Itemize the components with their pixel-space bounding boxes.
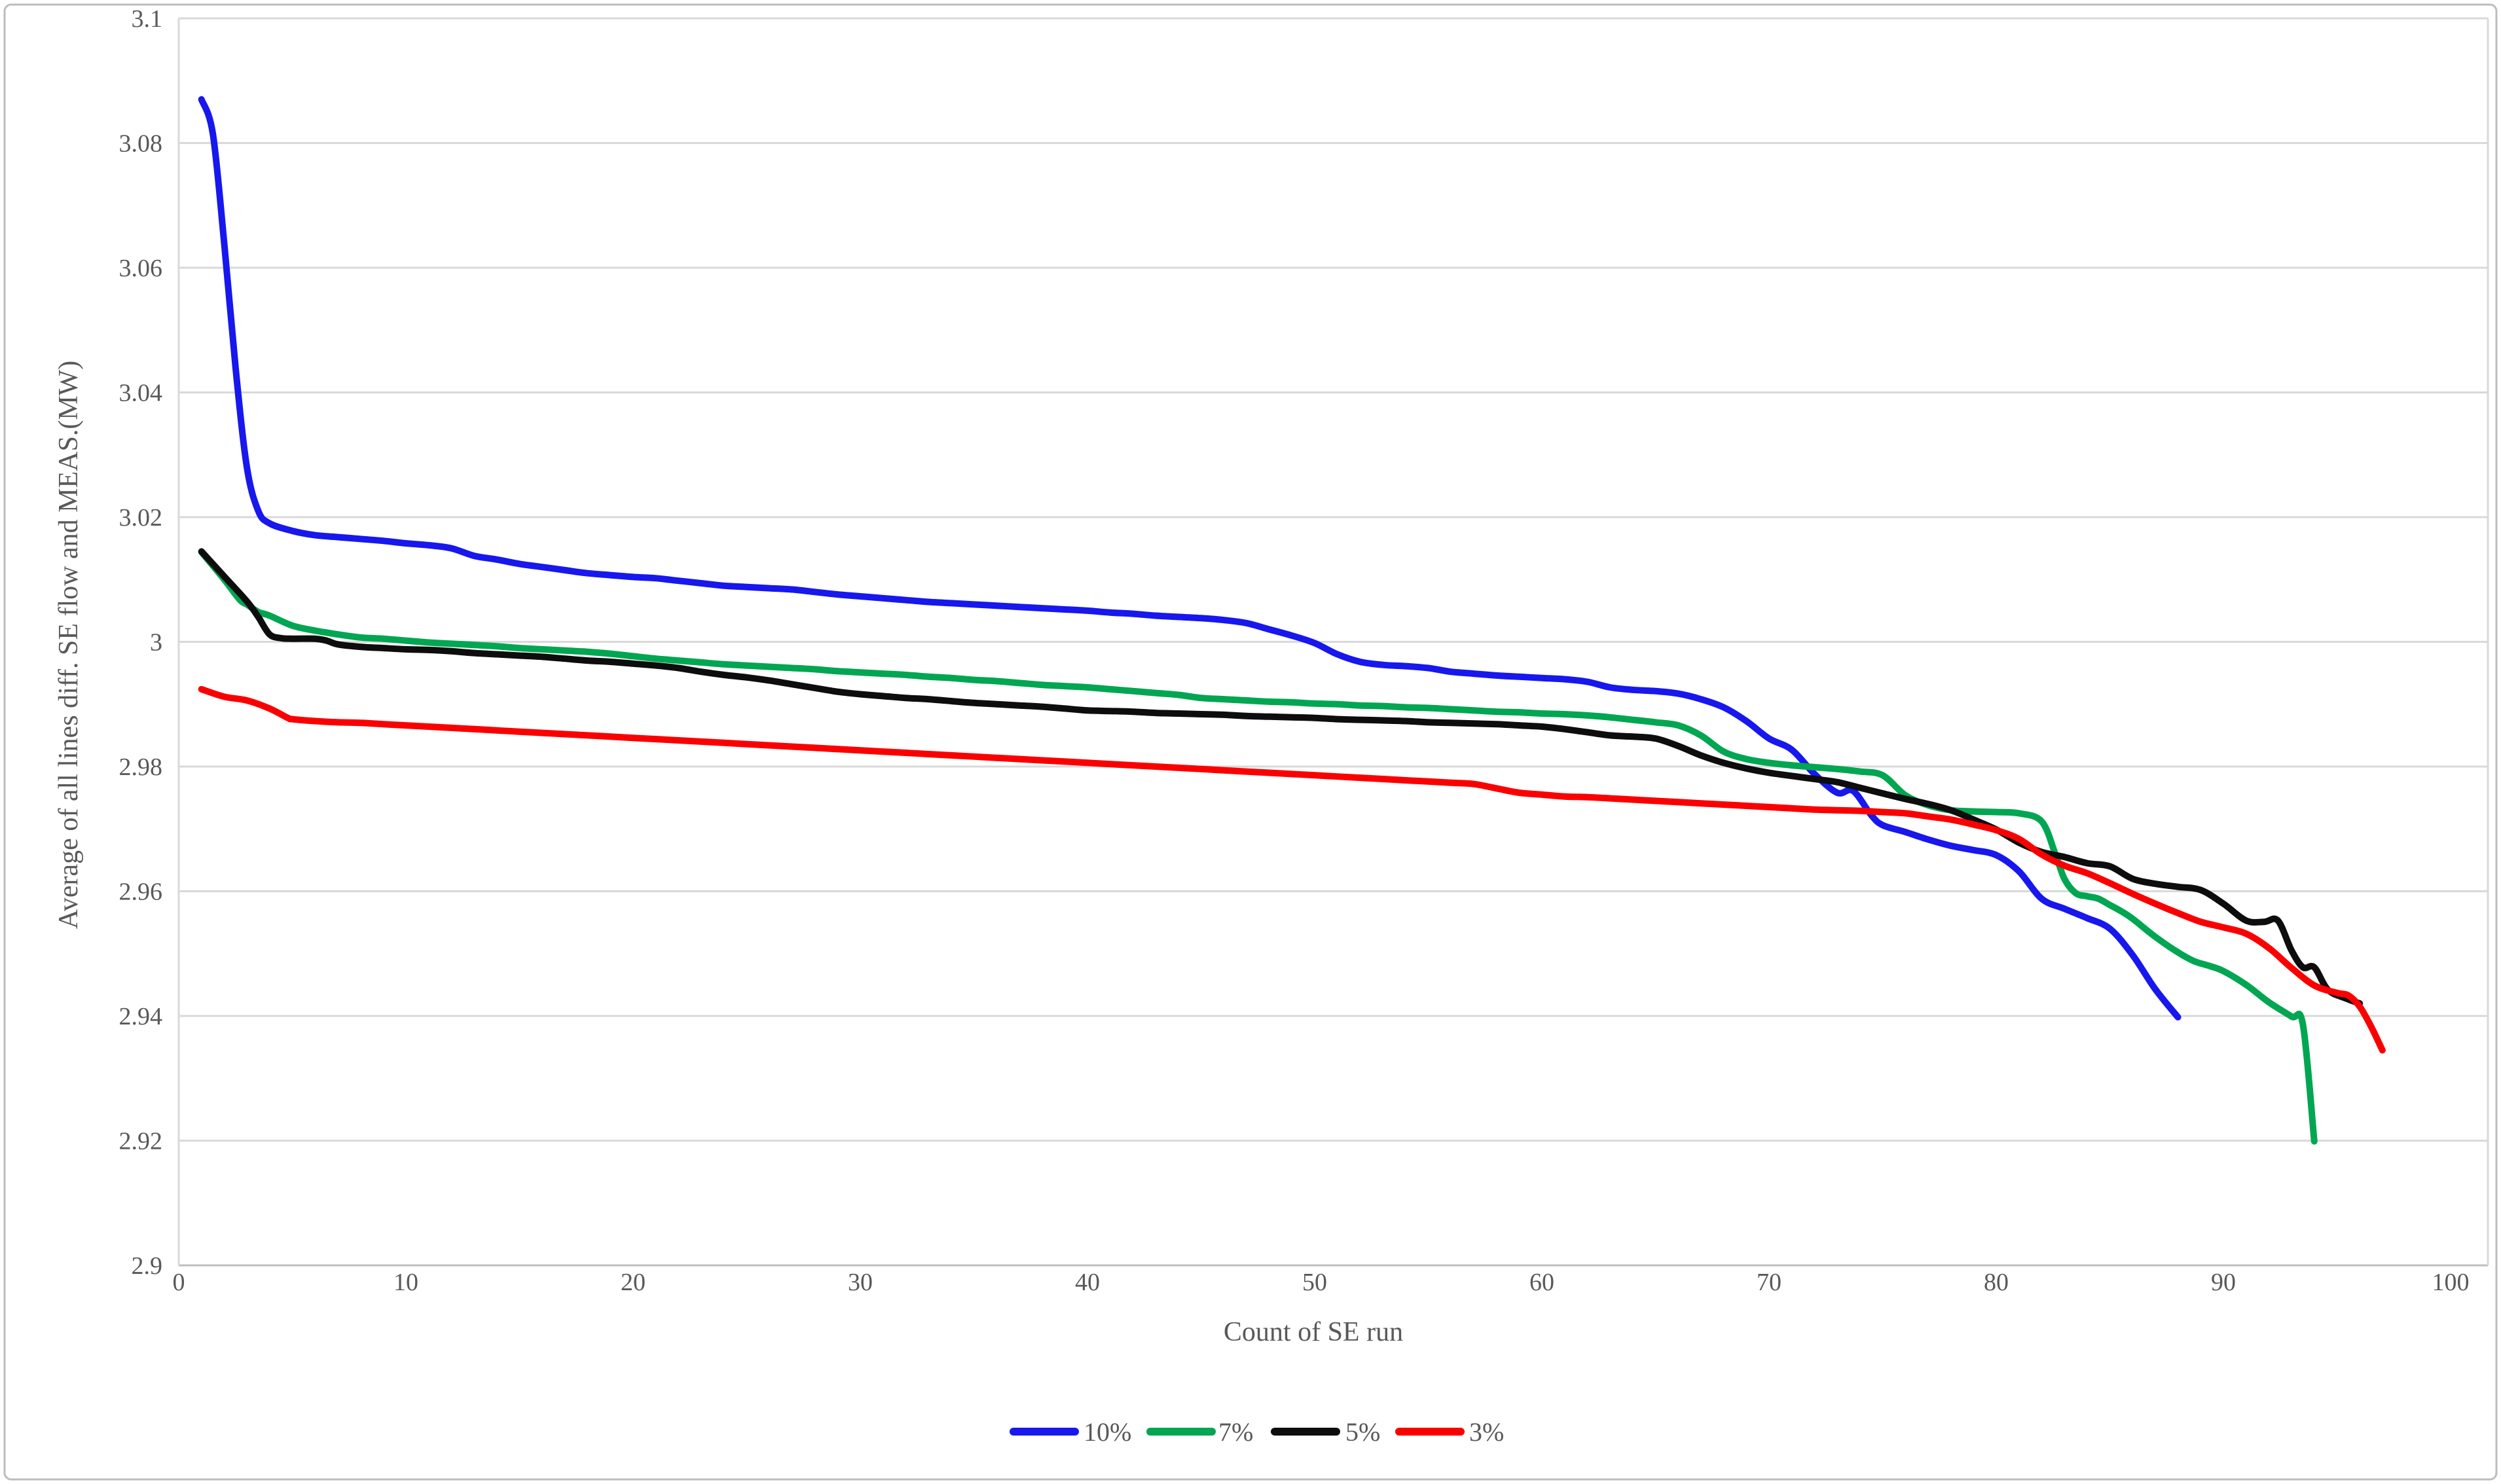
series-line-3% — [198, 685, 2386, 1054]
y-tick-label: 2.92 — [119, 1128, 163, 1155]
x-tick-label: 100 — [2432, 1269, 2470, 1296]
series-line-10% — [198, 96, 2182, 1021]
legend-label-3%: 3% — [1469, 1417, 1504, 1447]
y-axis-title: Average of all lines diff. SE flow and M… — [54, 361, 84, 930]
x-tick-label: 0 — [173, 1269, 185, 1296]
x-tick-label: 10 — [393, 1269, 418, 1296]
legend-label-10%: 10% — [1084, 1417, 1131, 1447]
y-tick-label: 2.9 — [132, 1252, 163, 1280]
legend-label-7%: 7% — [1218, 1417, 1253, 1447]
y-tick-label: 3.08 — [119, 130, 163, 158]
y-tick-label: 2.96 — [119, 878, 163, 906]
y-tick-label: 3.06 — [119, 255, 163, 282]
x-tick-label: 30 — [848, 1269, 873, 1296]
x-tick-label: 80 — [1984, 1269, 2009, 1296]
figure-border — [3, 3, 2498, 1481]
x-tick-label: 40 — [1075, 1269, 1100, 1296]
x-tick-label: 50 — [1302, 1269, 1327, 1296]
y-tick-label: 3 — [150, 629, 162, 657]
y-tick-label: 3.1 — [132, 5, 163, 33]
x-tick-label: 90 — [2211, 1269, 2236, 1296]
y-tick-label: 2.94 — [119, 1003, 163, 1030]
y-tick-label: 2.98 — [119, 753, 163, 781]
legend-label-5%: 5% — [1345, 1417, 1380, 1447]
x-tick-label: 20 — [621, 1269, 646, 1296]
y-tick-label: 3.02 — [119, 504, 163, 532]
y-tick-label: 3.04 — [119, 380, 163, 407]
x-tick-label: 70 — [1757, 1269, 1781, 1296]
x-axis-title: Count of SE run — [1224, 1317, 1403, 1347]
x-tick-label: 60 — [1529, 1269, 1554, 1296]
series-line-7% — [198, 549, 2318, 1145]
